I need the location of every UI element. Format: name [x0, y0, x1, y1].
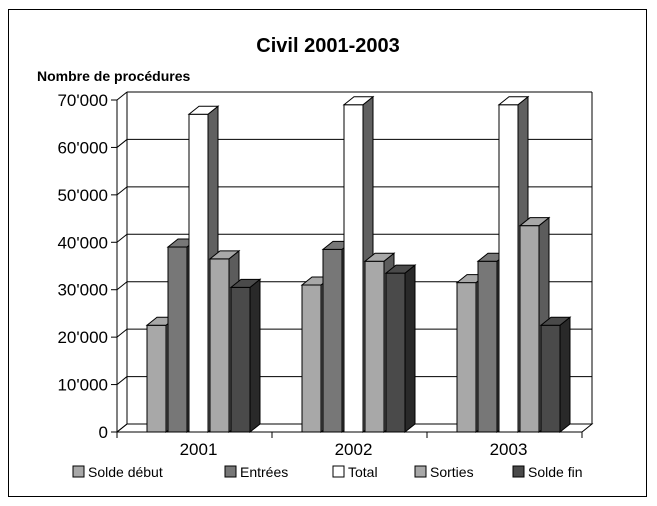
bar [539, 316, 572, 434]
plot-area: 0 10'000 20'000 30'000 40'000 50'000 60'000 70'… [57, 91, 594, 459]
legend-label: Sorties [430, 464, 474, 480]
legend-entry: Total [332, 464, 378, 480]
gridline-depth [116, 281, 128, 291]
legend-swatch [72, 465, 85, 478]
y-axis-label: Nombre de procédures [37, 68, 190, 84]
gridline-depth [116, 423, 128, 433]
bar-top [384, 264, 417, 274]
bar [518, 216, 551, 434]
legend-label: Solde fin [528, 464, 582, 480]
legend: Solde début Entrées Total Sorties Solde fin [72, 464, 582, 480]
legend-entry: Solde début [72, 464, 163, 480]
bar-side [404, 264, 416, 434]
y-tick-label: 30'000 [57, 281, 108, 300]
y-tick-label: 50'000 [57, 186, 108, 205]
legend-swatch [414, 465, 427, 478]
legend-entry: Sorties [414, 464, 474, 480]
chart-frame [8, 9, 647, 497]
gridline-depth [116, 139, 128, 148]
legend-entry: Entrées [224, 464, 288, 480]
legend-label: Total [348, 464, 378, 480]
legend-label: Solde début [88, 464, 163, 480]
x-tick-label: 2001 [180, 440, 218, 459]
bar-front [540, 324, 561, 433]
bar-front [146, 324, 167, 433]
x-tick-label: 2003 [490, 440, 528, 459]
gridline-depth [116, 376, 128, 385]
bar-front [209, 258, 230, 433]
bar-top [497, 96, 530, 106]
bar-top [208, 250, 241, 260]
bar-front [230, 286, 251, 433]
y-tick-label: 0 [99, 423, 108, 442]
bar-front [167, 246, 188, 433]
bar-front [343, 104, 364, 433]
y-tick-label: 10'000 [57, 376, 108, 395]
y-tick-label: 20'000 [57, 328, 108, 347]
bar-side [559, 316, 571, 434]
bar-top [342, 96, 375, 106]
y-tick-label: 70'000 [57, 91, 108, 110]
bar-front [301, 284, 322, 433]
bar-front [519, 225, 540, 433]
y-tick-label: 60'000 [57, 138, 108, 157]
bar-front [477, 260, 498, 433]
legend-swatch [332, 465, 345, 478]
bar-top [187, 105, 220, 115]
gridline-depth [116, 186, 128, 196]
legend-swatch [512, 465, 525, 478]
legend-swatch [224, 465, 237, 478]
gridline-depth [116, 328, 128, 338]
gridline-depth [116, 91, 128, 101]
chart-title: Civil 2001-2003 [256, 35, 399, 57]
bar [384, 264, 417, 434]
bar-front [498, 104, 519, 433]
legend-label: Entrées [240, 464, 288, 480]
bar-top [363, 252, 396, 262]
bar-top [539, 316, 572, 326]
bar-front [188, 113, 209, 433]
legend-entry: Solde fin [512, 464, 582, 480]
bar-front [364, 260, 385, 433]
x-tick-label: 2002 [335, 440, 373, 459]
bar [229, 278, 262, 434]
gridline-depth [116, 233, 128, 243]
bar-front [385, 272, 406, 433]
bar-side [249, 278, 261, 434]
bar-front [322, 248, 343, 433]
y-tick-label: 40'000 [57, 233, 108, 252]
bar-front [456, 282, 477, 433]
bar-top [518, 217, 551, 227]
bar-top [229, 278, 262, 288]
